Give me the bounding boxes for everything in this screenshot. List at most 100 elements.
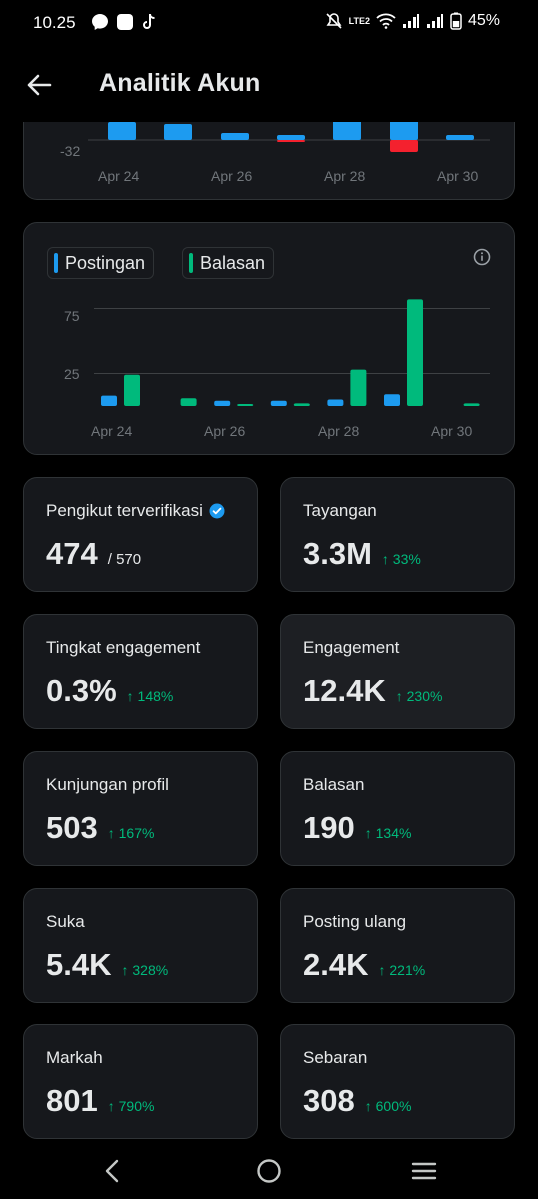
bar-positive: [390, 120, 418, 140]
stat-label-text: Tingkat engagement: [46, 638, 201, 657]
gridlines: [94, 308, 490, 374]
stat-change: ↑ 148%: [126, 688, 174, 704]
bar-positive: [277, 135, 305, 140]
posts-replies-chart: [94, 299, 490, 406]
stat-change: ↑ 600%: [364, 1098, 412, 1114]
stat-value-row: 801 ↑ 790%: [46, 1083, 154, 1119]
nav-home-icon[interactable]: [254, 1156, 284, 1186]
stat-card[interactable]: Pengikut terverifikasi 474 / 570: [23, 477, 258, 592]
stat-label: Tingkat engagement: [46, 638, 200, 658]
stat-value-row: 190 ↑ 134%: [303, 810, 411, 846]
stat-card[interactable]: Markah 801 ↑ 790%: [23, 1024, 258, 1139]
app-header: Analitik Akun: [0, 44, 538, 122]
stat-card[interactable]: Tayangan 3.3M ↑ 33%: [280, 477, 515, 592]
stat-value: 2.4K: [303, 947, 369, 982]
stat-label-text: Engagement: [303, 638, 400, 657]
bar-postingan-apr-26[interactable]: [214, 400, 231, 406]
stat-change: ↑ 33%: [381, 551, 421, 567]
stat-change: ↑ 221%: [378, 962, 426, 978]
bar-postingan-apr-28[interactable]: [327, 399, 344, 407]
stat-card[interactable]: Tingkat engagement 0.3% ↑ 148%: [23, 614, 258, 729]
bar-negative: [390, 140, 418, 152]
system-nav-bar: [0, 1142, 538, 1199]
bar-group: [101, 299, 480, 406]
nav-menu-icon[interactable]: [409, 1156, 439, 1186]
stat-value: 0.3%: [46, 673, 117, 708]
impressions-chart: [88, 116, 490, 152]
legend-label: Postingan: [65, 252, 146, 273]
stat-total: / 570: [107, 551, 142, 568]
x-tick-label: Apr 26: [204, 423, 246, 439]
bar-positive: [446, 135, 474, 140]
legend-postingan[interactable]: Postingan: [47, 247, 155, 279]
posts-replies-chart-card: Postingan Balasan 75 25 Apr 24 Apr 26 Ap…: [23, 222, 515, 455]
notification-icons: [90, 12, 158, 32]
stat-value-row: 503 ↑ 167%: [46, 810, 154, 846]
bar-balasan-apr-24[interactable]: [124, 374, 140, 406]
bar-balasan-apr-27[interactable]: [293, 403, 310, 406]
bar-negative: [277, 140, 305, 142]
bar-balasan-apr-25[interactable]: [180, 398, 197, 406]
signal-2-icon: [426, 14, 443, 28]
bar-balasan-apr-29[interactable]: [407, 299, 423, 406]
stat-change: ↑ 167%: [107, 825, 155, 841]
nav-back-icon[interactable]: [98, 1156, 128, 1186]
stat-label: Engagement: [303, 638, 399, 658]
stat-card[interactable]: Suka 5.4K ↑ 328%: [23, 888, 258, 1003]
messenger-icon: [92, 14, 108, 30]
x-tick-label: Apr 24: [98, 168, 140, 184]
stat-value-row: 3.3M ↑ 33%: [303, 536, 421, 572]
x-tick-label: Apr 28: [324, 168, 366, 184]
tiktok-icon: [143, 13, 155, 29]
x-tick-label: Apr 26: [211, 168, 253, 184]
legend-swatch: [54, 253, 58, 273]
stat-card[interactable]: Posting ulang 2.4K ↑ 221%: [280, 888, 515, 1003]
bar-postingan-apr-27[interactable]: [270, 400, 287, 406]
bar-balasan-apr-26[interactable]: [237, 404, 254, 406]
stat-card[interactable]: Engagement 12.4K ↑ 230%: [280, 614, 515, 729]
x-tick-label: Apr 30: [431, 423, 473, 439]
mute-icon: [326, 13, 342, 29]
y-tick-label: 25: [64, 366, 80, 382]
bar-positive: [108, 122, 136, 140]
stat-label: Tayangan: [303, 501, 377, 521]
stat-label: Kunjungan profil: [46, 775, 169, 795]
bar-postingan-apr-24[interactable]: [101, 395, 117, 406]
back-arrow-icon[interactable]: [22, 68, 56, 102]
legend-balasan[interactable]: Balasan: [182, 247, 275, 279]
wifi-icon: [376, 13, 396, 29]
stat-label-text: Pengikut terverifikasi: [46, 501, 203, 520]
info-icon[interactable]: [473, 248, 491, 266]
page-title: Analitik Akun: [99, 69, 261, 97]
stat-value: 190: [303, 810, 355, 845]
app-square-icon: [117, 14, 133, 30]
stat-label-text: Balasan: [303, 775, 365, 794]
bar-positive: [333, 116, 361, 140]
stat-change: ↑ 790%: [107, 1098, 155, 1114]
stat-value-row: 5.4K ↑ 328%: [46, 947, 168, 983]
stat-value: 474: [46, 536, 98, 571]
bar-postingan-apr-29[interactable]: [384, 394, 400, 406]
x-tick-label: Apr 28: [318, 423, 360, 439]
bar-balasan-apr-28[interactable]: [350, 369, 367, 406]
y-tick-label: 75: [64, 308, 80, 324]
stat-card[interactable]: Kunjungan profil 503 ↑ 167%: [23, 751, 258, 866]
stat-label: Sebaran: [303, 1048, 367, 1068]
stat-label: Markah: [46, 1048, 103, 1068]
stat-change: ↑ 328%: [121, 962, 169, 978]
verified-badge-icon: [209, 503, 225, 519]
stat-card[interactable]: Sebaran 308 ↑ 600%: [280, 1024, 515, 1139]
bar-balasan-apr-30[interactable]: [463, 403, 480, 406]
stat-value: 5.4K: [46, 947, 112, 982]
stat-label-text: Tayangan: [303, 501, 377, 520]
stat-label-text: Suka: [46, 912, 85, 931]
stat-change: ↑ 230%: [395, 688, 443, 704]
network-label: LTE2: [348, 15, 370, 26]
legend-swatch: [189, 253, 193, 273]
stat-label-text: Markah: [46, 1048, 103, 1067]
stat-value: 308: [303, 1083, 355, 1118]
stat-value-row: 308 ↑ 600%: [303, 1083, 411, 1119]
stat-label: Balasan: [303, 775, 364, 795]
stat-card[interactable]: Balasan 190 ↑ 134%: [280, 751, 515, 866]
stat-label: Posting ulang: [303, 912, 406, 932]
